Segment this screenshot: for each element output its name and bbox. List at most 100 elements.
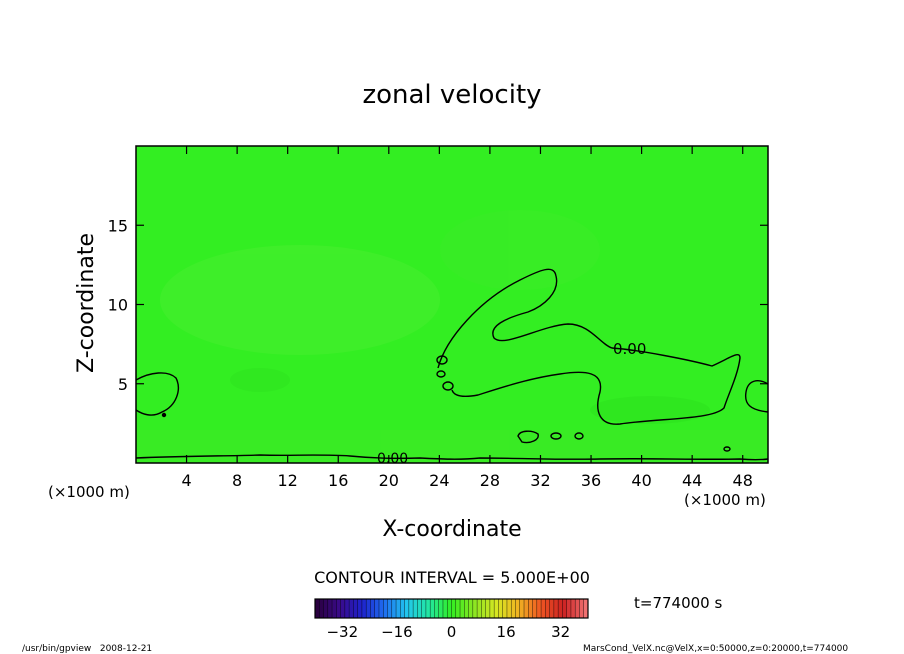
colorbar-stripe (425, 599, 431, 618)
colorbar-stripe (319, 599, 324, 618)
colorbar-stripe (566, 599, 572, 618)
colorbar: −32 −16 0 16 32 (314, 598, 589, 641)
colorbar-stripe (494, 599, 499, 618)
colorbar-stripe (383, 599, 388, 618)
x-tick-label: 16 (328, 471, 348, 490)
colorbar-stripe (541, 599, 546, 618)
x-unit-left: (×1000 m) (48, 483, 130, 501)
colorbar-stripe (455, 599, 461, 618)
colorbar-tick-label: −16 (381, 623, 413, 641)
colorbar-stripe (370, 599, 376, 618)
colorbar-stripe (562, 599, 567, 618)
colorbar-tick-label: 32 (551, 623, 570, 641)
colorbar-stripe (430, 599, 435, 618)
contour-interval: CONTOUR INTERVAL = 5.000E+00 (314, 568, 590, 587)
y-axis-label: Z-coordinate (74, 233, 99, 373)
colorbar-stripe (421, 599, 427, 618)
colorbar-stripe (481, 599, 486, 618)
colorbar-stripe (485, 599, 491, 618)
colorbar-stripe (575, 599, 580, 618)
colorbar-stripe (558, 599, 563, 618)
colorbar-stripe (451, 599, 457, 618)
colorbar-tick-label: −32 (326, 623, 358, 641)
colorbar-tick-label: 16 (497, 623, 516, 641)
colorbar-stripe (579, 599, 585, 618)
colorbar-stripe (378, 599, 384, 618)
colorbar-stripe (532, 599, 538, 618)
colorbar-stripe (468, 599, 474, 618)
colorbar-stripe (528, 599, 533, 618)
colorbar-stripe (404, 599, 410, 618)
x-axis-label: X-coordinate (382, 517, 521, 542)
colorbar-stripe (553, 599, 559, 618)
colorbar-stripe (447, 599, 452, 618)
chart-title: zonal velocity (362, 80, 541, 110)
x-tick-label: 12 (278, 471, 298, 490)
y-tick-label: 15 (108, 216, 128, 235)
footer-right: MarsCond_VelX.nc@VelX,x=0:50000,z=0:2000… (583, 644, 848, 654)
contour-lines (135, 268, 769, 461)
colorbar-stripe (583, 599, 589, 618)
colorbar-ticks: −32 −16 0 16 32 (326, 623, 570, 641)
colorbar-stripe (400, 599, 405, 618)
colorbar-frame (314, 598, 589, 619)
colorbar-stripe (472, 599, 478, 618)
colorbar-stripe (570, 599, 576, 618)
x-tick-label: 4 (181, 471, 191, 490)
x-tick-label: 32 (530, 471, 550, 490)
colorbar-stripe (489, 599, 495, 618)
y-ticks: 5 10 15 (108, 216, 768, 394)
x-tick-label: 24 (429, 471, 449, 490)
colorbar-stripe (315, 599, 320, 618)
colorbar-stripe (545, 599, 550, 618)
x-tick-label: 36 (581, 471, 601, 490)
colorbar-stripe (344, 599, 350, 618)
contour-left (135, 372, 180, 416)
colorbar-stripe (413, 599, 418, 618)
x-unit-right: (×1000 m) (684, 491, 766, 509)
colorbar-stripe (434, 599, 440, 618)
colorbar-stripe (464, 599, 469, 618)
colorbar-stripe (366, 599, 371, 618)
contour-main (437, 268, 741, 425)
x-tick-label: 48 (733, 471, 753, 490)
time-label: t=774000 s (634, 594, 722, 612)
contour-bottom (135, 454, 769, 461)
colorbar-stripe (477, 599, 482, 618)
contour-right (744, 380, 769, 413)
x-tick-label: 20 (379, 471, 399, 490)
x-ticks: 4 8 12 16 20 24 28 32 36 40 44 48 (181, 146, 753, 490)
colorbar-stripe (442, 599, 448, 618)
colorbar-stripe (387, 599, 393, 618)
field-shading (136, 210, 768, 463)
colorbar-stripe (353, 599, 358, 618)
colorbar-stripe (349, 599, 354, 618)
x-tick-label: 28 (480, 471, 500, 490)
colorbar-stripe (511, 599, 516, 618)
contour-label-1: 0.00 (613, 340, 646, 358)
colorbar-stripe (396, 599, 401, 618)
contour-label-2: 0.00 (377, 451, 408, 467)
colorbar-stripe (549, 599, 555, 618)
colorbar-stripe (361, 599, 367, 618)
colorbar-stripe (323, 599, 329, 618)
footer-left: /usr/bin/gpview 2008-12-21 (22, 644, 152, 654)
x-tick-label: 44 (682, 471, 702, 490)
colorbar-stripe (438, 599, 444, 618)
colorbar-stripe (417, 599, 422, 618)
colorbar-stripe (332, 599, 337, 618)
colorbar-stripe (502, 599, 508, 618)
colorbar-stripe (506, 599, 512, 618)
x-tick-label: 40 (631, 471, 651, 490)
y-tick-label: 10 (108, 296, 128, 315)
colorbar-stripe (357, 599, 363, 618)
colorbar-stripe (327, 599, 333, 618)
colorbar-stripe (340, 599, 346, 618)
colorbar-stripe (408, 599, 414, 618)
colorbar-stripe (374, 599, 380, 618)
colorbar-stripe (391, 599, 397, 618)
x-tick-label: 8 (232, 471, 242, 490)
colorbar-stripe (336, 599, 341, 618)
